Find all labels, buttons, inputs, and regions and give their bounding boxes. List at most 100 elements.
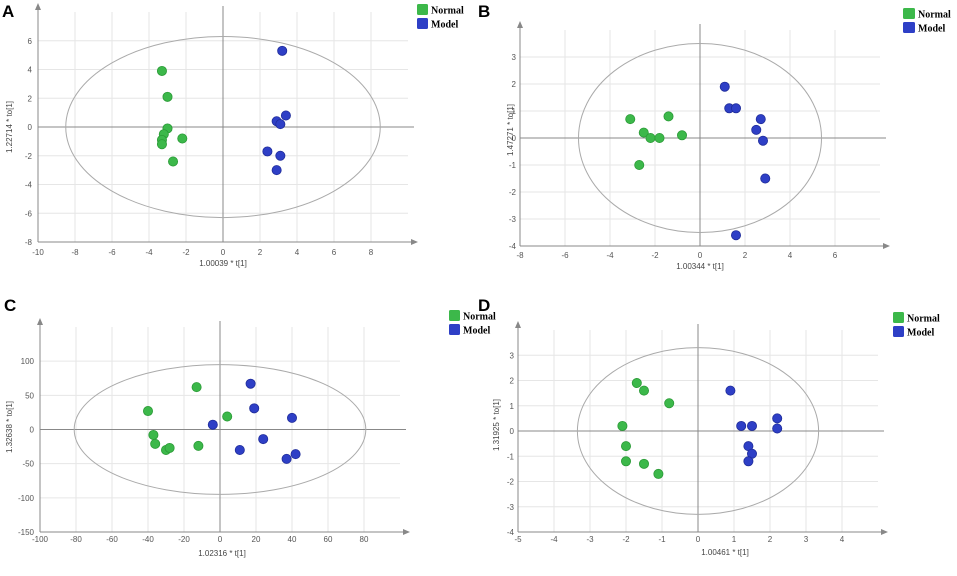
- x-axis-arrow: [881, 529, 888, 535]
- x-tick-label: -60: [106, 535, 118, 544]
- y-tick-label: -6: [25, 209, 33, 218]
- y-tick-label: 1: [510, 402, 515, 411]
- model-point: [280, 110, 291, 121]
- model-point: [234, 444, 245, 455]
- y-tick-label: -4: [509, 242, 517, 251]
- model-point: [275, 119, 286, 130]
- y-tick-label: 50: [25, 391, 34, 400]
- x-tick-label: -80: [70, 535, 82, 544]
- x-tick-label: -1: [658, 535, 666, 544]
- model-point: [731, 230, 742, 241]
- normal-point: [625, 114, 636, 125]
- model-point: [772, 413, 783, 424]
- x-tick-label: -8: [71, 248, 79, 257]
- confidence-ellipse: [578, 43, 822, 233]
- legend-label-model: Model: [918, 24, 945, 35]
- x-axis-arrow: [403, 529, 410, 535]
- normal-point: [663, 111, 674, 122]
- normal-point: [617, 420, 628, 431]
- model-point: [758, 135, 769, 146]
- x-axis-arrow: [883, 243, 890, 249]
- y-axis-label: 1.31925 * to[1]: [492, 399, 501, 451]
- model-point: [286, 412, 297, 423]
- x-tick-label: 4: [295, 248, 300, 257]
- y-tick-label: 3: [512, 53, 517, 62]
- y-tick-label: 4: [28, 66, 33, 75]
- legend-swatch-normal: [893, 312, 904, 323]
- x-tick-label: 2: [743, 251, 748, 260]
- normal-point: [177, 133, 188, 144]
- x-axis-label: 1.00344 * t[1]: [676, 262, 724, 271]
- x-tick-label: -5: [514, 535, 522, 544]
- legend-swatch-normal: [903, 8, 915, 19]
- model-point: [245, 378, 256, 389]
- normal-point: [156, 139, 167, 150]
- model-point: [725, 385, 736, 396]
- model-point: [731, 103, 742, 114]
- model-point: [743, 456, 754, 467]
- y-tick-label: -4: [507, 528, 515, 537]
- x-tick-label: 6: [833, 251, 838, 260]
- x-tick-label: -4: [550, 535, 558, 544]
- x-tick-label: -2: [651, 251, 659, 260]
- normal-point: [654, 132, 665, 143]
- x-tick-label: 0: [698, 251, 703, 260]
- x-axis-label: 1.00039 * t[1]: [199, 259, 247, 268]
- y-tick-label: 2: [510, 377, 515, 386]
- model-point: [290, 449, 301, 460]
- chart-panel-b: B -8 -6 -4 -2 0 2 4 6 -4 -3 -2 -1 0 1 2 3 1.00344 * t[1] 1…: [478, 2, 951, 271]
- panel-letter: C: [4, 296, 16, 315]
- normal-point: [638, 127, 649, 138]
- normal-point: [653, 468, 664, 479]
- x-tick-label: 0: [221, 248, 226, 257]
- normal-point: [164, 442, 175, 453]
- x-tick-label: 6: [332, 248, 337, 257]
- model-point: [281, 453, 292, 464]
- normal-point: [193, 440, 204, 451]
- x-tick-label: -8: [516, 251, 524, 260]
- x-tick-label: 3: [804, 535, 809, 544]
- y-tick-label: 0: [512, 134, 517, 143]
- normal-point: [148, 429, 159, 440]
- normal-point: [639, 458, 650, 469]
- x-tick-label: 4: [840, 535, 845, 544]
- chart-panel-c: C-100 -80 -60 -40 -20 0 20 40 60 80-150-100-50050…: [4, 296, 496, 558]
- y-tick-label: 100: [21, 357, 35, 366]
- panel-letter: D: [478, 296, 490, 315]
- normal-point: [162, 91, 173, 102]
- y-tick-label: -4: [25, 181, 33, 190]
- y-tick-label: 0: [28, 123, 33, 132]
- model-point: [772, 423, 783, 434]
- model-point: [760, 173, 771, 184]
- confidence-ellipse: [65, 35, 381, 219]
- model-point: [736, 420, 747, 431]
- y-tick-label: 1: [512, 107, 517, 116]
- x-tick-label: -3: [586, 535, 594, 544]
- y-tick-label: -8: [25, 238, 33, 247]
- x-tick-label: 40: [288, 535, 297, 544]
- y-axis-arrow: [35, 3, 41, 10]
- normal-point: [634, 159, 645, 170]
- y-tick-label: -150: [18, 528, 35, 537]
- legend-label-model: Model: [463, 326, 490, 337]
- model-point: [249, 403, 260, 414]
- y-tick-label: 6: [28, 37, 33, 46]
- model-point: [271, 165, 282, 176]
- model-point: [719, 81, 730, 92]
- x-tick-label: -20: [178, 535, 190, 544]
- normal-point: [156, 65, 167, 76]
- model-point: [275, 150, 286, 161]
- normal-point: [150, 438, 161, 449]
- y-tick-label: 0: [510, 427, 515, 436]
- normal-point: [677, 130, 688, 141]
- y-axis-arrow: [37, 318, 43, 325]
- y-axis-arrow: [515, 321, 521, 328]
- y-axis-label: 1.32638 * to[1]: [5, 401, 14, 453]
- x-tick-label: -2: [622, 535, 630, 544]
- y-axis-label: 1.22714 * to[1]: [5, 101, 14, 153]
- y-axis-label: 1.47271 * to[1]: [506, 104, 515, 156]
- x-tick-label: -10: [32, 248, 44, 257]
